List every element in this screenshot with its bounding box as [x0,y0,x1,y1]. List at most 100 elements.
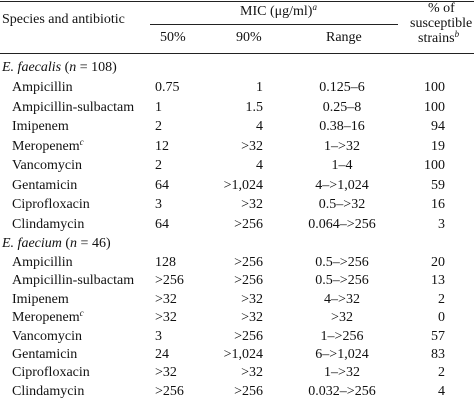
antibiotic-name: Imipenem [12,292,69,308]
antibiotic-name-text: Imipenem [12,291,69,307]
header-species: Species and antibiotic [2,12,125,27]
group-label-part: n [70,236,78,251]
mic50-cell: 2 [155,158,162,173]
pct-cell: 4 [438,383,445,399]
antibiotic-name: Clindamycin [12,384,84,400]
range-cell: 0.125–6 [319,80,365,95]
group-label-part: ( [61,60,70,75]
antibiotic-name: Meropenemc [12,136,84,155]
antibiotic-name: Ciprofloxacin [12,197,90,213]
pct-cell: 20 [431,255,445,270]
range-cell: 4–>1,024 [315,177,369,193]
range-cell: 0.5–>32 [318,197,366,212]
pct-cell: 0 [438,310,445,326]
mic90-cell: >256 [234,273,263,289]
antibiotic-name-text: Ampicillin-sulbactam [12,99,135,115]
antibiotic-name-text: Gentamicin [12,177,78,193]
mic50-cell: 128 [155,255,176,270]
pct-cell: 16 [431,197,445,212]
pct-cell: 100 [424,99,445,115]
antibiotic-name-text: Meropenem [12,310,80,326]
mic50-cell: >32 [155,310,177,326]
mic90-cell: >256 [234,255,263,270]
antibiotic-name: Clindamycin [12,217,84,233]
header-mic: MIC (μg/ml)a [240,2,317,20]
mic90-cell: >1,024 [223,177,263,193]
header-pct-2: susceptible [410,16,473,31]
mic50-cell: 1 [155,99,162,115]
range-cell: 0.38–16 [319,119,365,134]
mic50-cell: 12 [155,138,169,154]
antibiotic-name: Ciprofloxacin [12,365,90,381]
range-cell: 0.5–>256 [315,255,369,270]
mic90-cell: 4 [256,119,263,134]
mic50-cell: 64 [155,177,169,193]
range-cell: 1–>256 [320,328,364,344]
mic50-cell: 24 [155,347,169,362]
group-label-part: n [69,60,77,75]
pct-cell: 94 [431,119,445,134]
antibiotic-name-text: Imipenem [12,119,69,134]
mic90-cell: >32 [241,138,263,154]
antibiotic-name: Meropenemc [12,309,84,326]
antibiotic-name-text: Clindamycin [12,383,85,399]
header-mic-text: MIC (μg/ml) [240,4,313,19]
mic50-cell: 0.75 [155,80,180,95]
antibiotic-name: Gentamicin [12,347,77,363]
group-label: E. faecium (n = 46) [2,236,111,252]
antibiotic-name-text: Vancomycin [12,328,82,344]
range-cell: 0.032–>256 [308,383,376,399]
header-90: 90% [236,30,262,45]
mic50-cell: >256 [155,273,184,289]
group-label-part: ( [61,236,71,251]
mic90-cell: >32 [241,365,263,381]
antibiotic-name: Ampicillin [12,255,73,271]
footnote-mark: c [79,136,84,147]
pct-cell: 19 [431,138,445,154]
range-cell: 1–>32 [324,365,360,381]
antibiotic-name-text: Ampicillin [12,255,73,270]
range-cell: 1–4 [331,158,353,173]
pct-cell: 2 [438,291,445,307]
mic90-cell: 1.5 [245,99,264,115]
mic90-cell: >32 [241,291,263,307]
antibiotic-name-text: Clindamycin [12,216,85,232]
pct-cell: 83 [431,347,445,362]
mic50-cell: 3 [155,197,162,212]
mic50-cell: >32 [155,291,177,307]
header-range: Range [326,30,362,45]
pct-cell: 100 [424,80,445,95]
mic90-cell: >256 [234,383,263,399]
group-label-part: = 46) [77,236,111,251]
mic90-cell: >32 [241,197,263,212]
top-rule [0,1,474,2]
mic90-cell: >1,024 [223,347,263,362]
footnote-mark: a [312,2,317,12]
mic90-cell: >256 [234,216,263,232]
mic50-cell: 64 [155,216,169,232]
antibiotic-name: Vancomycin [12,329,82,345]
range-cell: 0.5–>256 [315,273,369,289]
antibiotic-name: Vancomycin [12,158,82,174]
pct-cell: 2 [438,365,445,381]
range-cell: 1–>32 [324,138,360,154]
pct-cell: 13 [431,273,445,289]
header-pct-3: strainsb [418,29,460,47]
antibiotic-name-text: Ampicillin [12,80,73,95]
header-pct-1: % of [428,1,455,16]
antibiotic-name: Ampicillin [12,80,73,96]
pct-cell: 57 [431,328,445,344]
mic50-cell: 3 [155,328,162,344]
antibiotic-name-text: Gentamicin [12,347,78,362]
group-label: E. faecalis (n = 108) [2,60,117,76]
footnote-mark: b [454,29,460,39]
mic50-cell: 2 [155,119,162,134]
pct-cell: 100 [424,158,445,173]
group-label-part: E. faecalis [2,60,62,75]
antibiotic-name: Gentamicin [12,178,77,194]
mic90-cell: 1 [256,80,263,95]
header-pct-text: strains [418,31,455,46]
mic90-cell: >256 [234,328,263,344]
range-cell: 4–>32 [324,291,360,307]
